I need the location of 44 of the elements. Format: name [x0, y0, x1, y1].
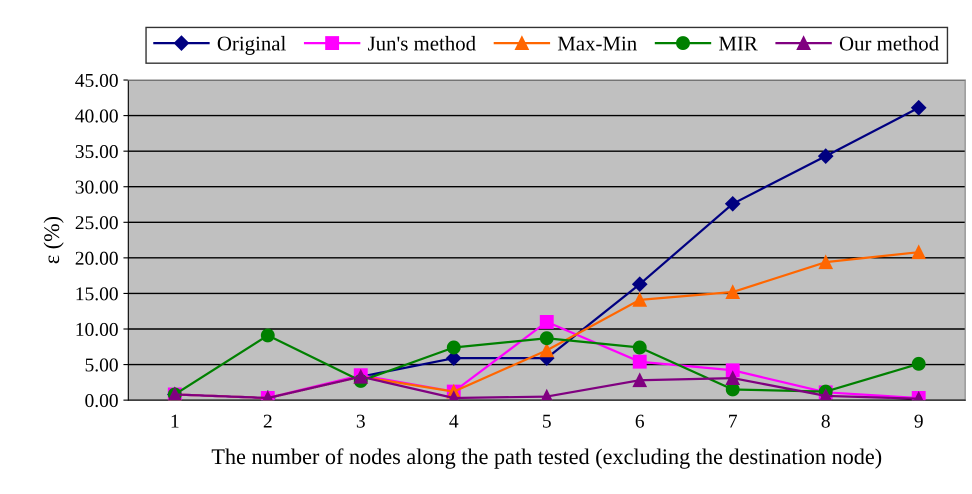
- y-tick-label: 45.00: [75, 74, 118, 88]
- y-axis-title: ε (%): [44, 216, 64, 264]
- point: [818, 255, 833, 270]
- legend-label: Our method: [840, 36, 939, 51]
- y-tick-label: 20.00: [76, 252, 118, 265]
- point: [632, 340, 647, 354]
- point: [818, 148, 834, 164]
- point: [446, 340, 461, 354]
- x-tick-label: 8: [822, 414, 830, 428]
- y-tick-label: 5.00: [86, 358, 118, 372]
- x-tick-label: 9: [914, 414, 923, 428]
- x-tick-label: 2: [264, 414, 272, 428]
- point: [726, 285, 740, 299]
- x-tick-label: 4: [449, 414, 458, 428]
- x-tick-label: 7: [729, 414, 738, 428]
- legend-label: Original: [218, 36, 286, 55]
- point: [912, 245, 926, 260]
- y-tick-label: 35.00: [76, 144, 118, 158]
- x-axis-title: The number of nodes along the path tested (excluding the destination node): [212, 448, 882, 469]
- y-tick-label: 15.00: [76, 287, 118, 300]
- x-tick-label: 5: [543, 414, 551, 428]
- x-tick-label: 1: [172, 414, 178, 428]
- y-tick-label: 0.00: [85, 394, 118, 408]
- y-tick-label: 10.00: [76, 322, 118, 336]
- y-tick-label: 30.00: [76, 180, 118, 194]
- point: [911, 100, 926, 116]
- point: [632, 276, 648, 292]
- point: [725, 196, 740, 212]
- point: [260, 328, 275, 342]
- legend-label: Max-Min: [558, 36, 637, 51]
- point: [540, 314, 554, 329]
- x-tick-label: 6: [636, 414, 644, 428]
- legend-label: Jun's method: [368, 36, 476, 51]
- point: [726, 371, 740, 386]
- point: [540, 343, 554, 358]
- point: [540, 331, 554, 346]
- x-tick-label: 3: [356, 414, 365, 428]
- point: [912, 356, 926, 371]
- y-tick-label: 25.00: [76, 216, 118, 230]
- y-tick-label: 40.00: [75, 109, 118, 123]
- point: [632, 373, 647, 388]
- point: [632, 292, 647, 307]
- point: [632, 354, 647, 369]
- legend-label: MIR: [719, 36, 758, 50]
